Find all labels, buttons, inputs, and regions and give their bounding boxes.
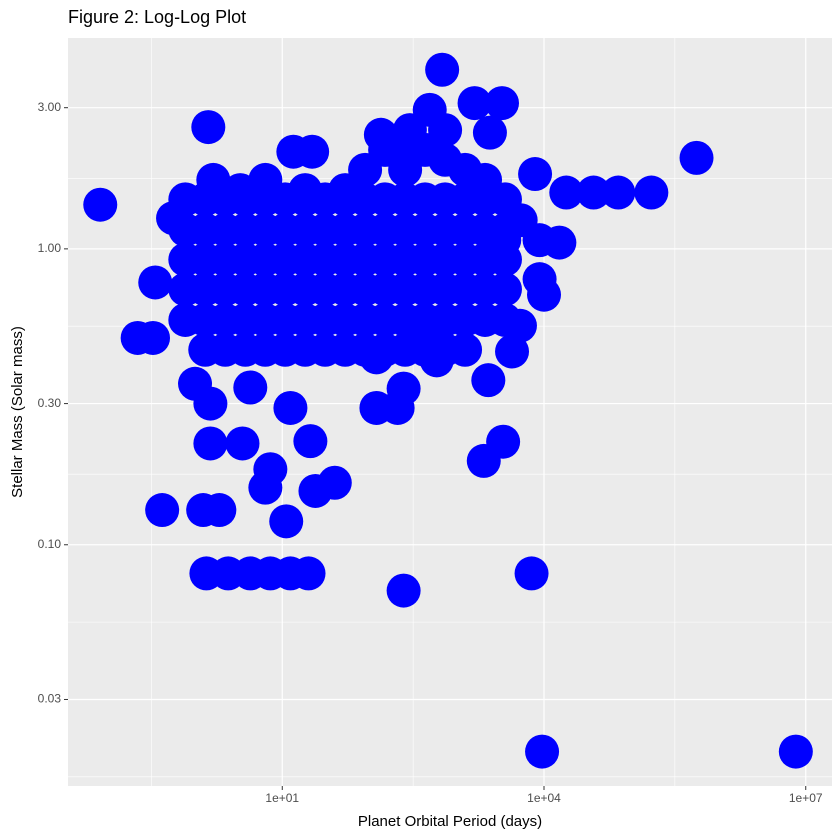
point — [634, 175, 669, 210]
point — [486, 424, 521, 459]
point — [425, 52, 460, 87]
point — [233, 370, 268, 405]
point — [295, 134, 330, 169]
point — [388, 152, 423, 187]
point — [191, 110, 226, 145]
point — [269, 504, 304, 539]
point — [549, 175, 584, 210]
point — [601, 175, 636, 210]
point — [359, 390, 394, 425]
point — [225, 426, 260, 461]
y-tick-label: 0.10 — [38, 537, 62, 551]
point — [145, 493, 180, 528]
point — [518, 157, 553, 192]
point — [193, 386, 228, 421]
point — [495, 334, 530, 369]
y-tick-label: 0.03 — [38, 692, 62, 706]
point — [487, 302, 522, 337]
x-tick-label: 1e+04 — [527, 791, 561, 805]
x-tick-label: 1e+01 — [265, 791, 299, 805]
point — [487, 212, 522, 247]
point — [136, 320, 171, 355]
chart-title: Figure 2: Log-Log Plot — [68, 7, 246, 27]
point — [291, 556, 326, 591]
point — [448, 332, 483, 367]
point — [273, 390, 308, 425]
point — [487, 242, 522, 277]
point — [487, 272, 522, 307]
point — [293, 424, 328, 459]
point — [83, 187, 118, 222]
points — [83, 52, 813, 769]
point — [298, 473, 333, 508]
x-axis-label: Planet Orbital Period (days) — [358, 813, 542, 830]
point — [202, 493, 237, 528]
point — [193, 426, 228, 461]
x-tick-label: 1e+07 — [789, 791, 823, 805]
y-tick-label: 1.00 — [38, 241, 62, 255]
point — [679, 140, 714, 175]
y-axis-label: Stellar Mass (Solar mass) — [9, 326, 26, 498]
point — [484, 86, 519, 121]
point — [386, 573, 421, 608]
point — [487, 182, 522, 217]
point — [514, 556, 549, 591]
y-tick-label: 0.30 — [38, 396, 62, 410]
axes: 1e+01 1e+04 1e+07 0.03 0.10 0.30 1.00 3.00 — [38, 100, 823, 805]
point — [138, 265, 173, 300]
point — [576, 175, 611, 210]
y-tick-label: 3.00 — [38, 100, 62, 114]
point — [522, 262, 557, 297]
point — [248, 470, 283, 505]
point — [428, 113, 463, 148]
point — [525, 734, 560, 769]
point — [471, 363, 506, 398]
point — [778, 734, 813, 769]
point — [472, 115, 507, 150]
point — [457, 86, 492, 121]
